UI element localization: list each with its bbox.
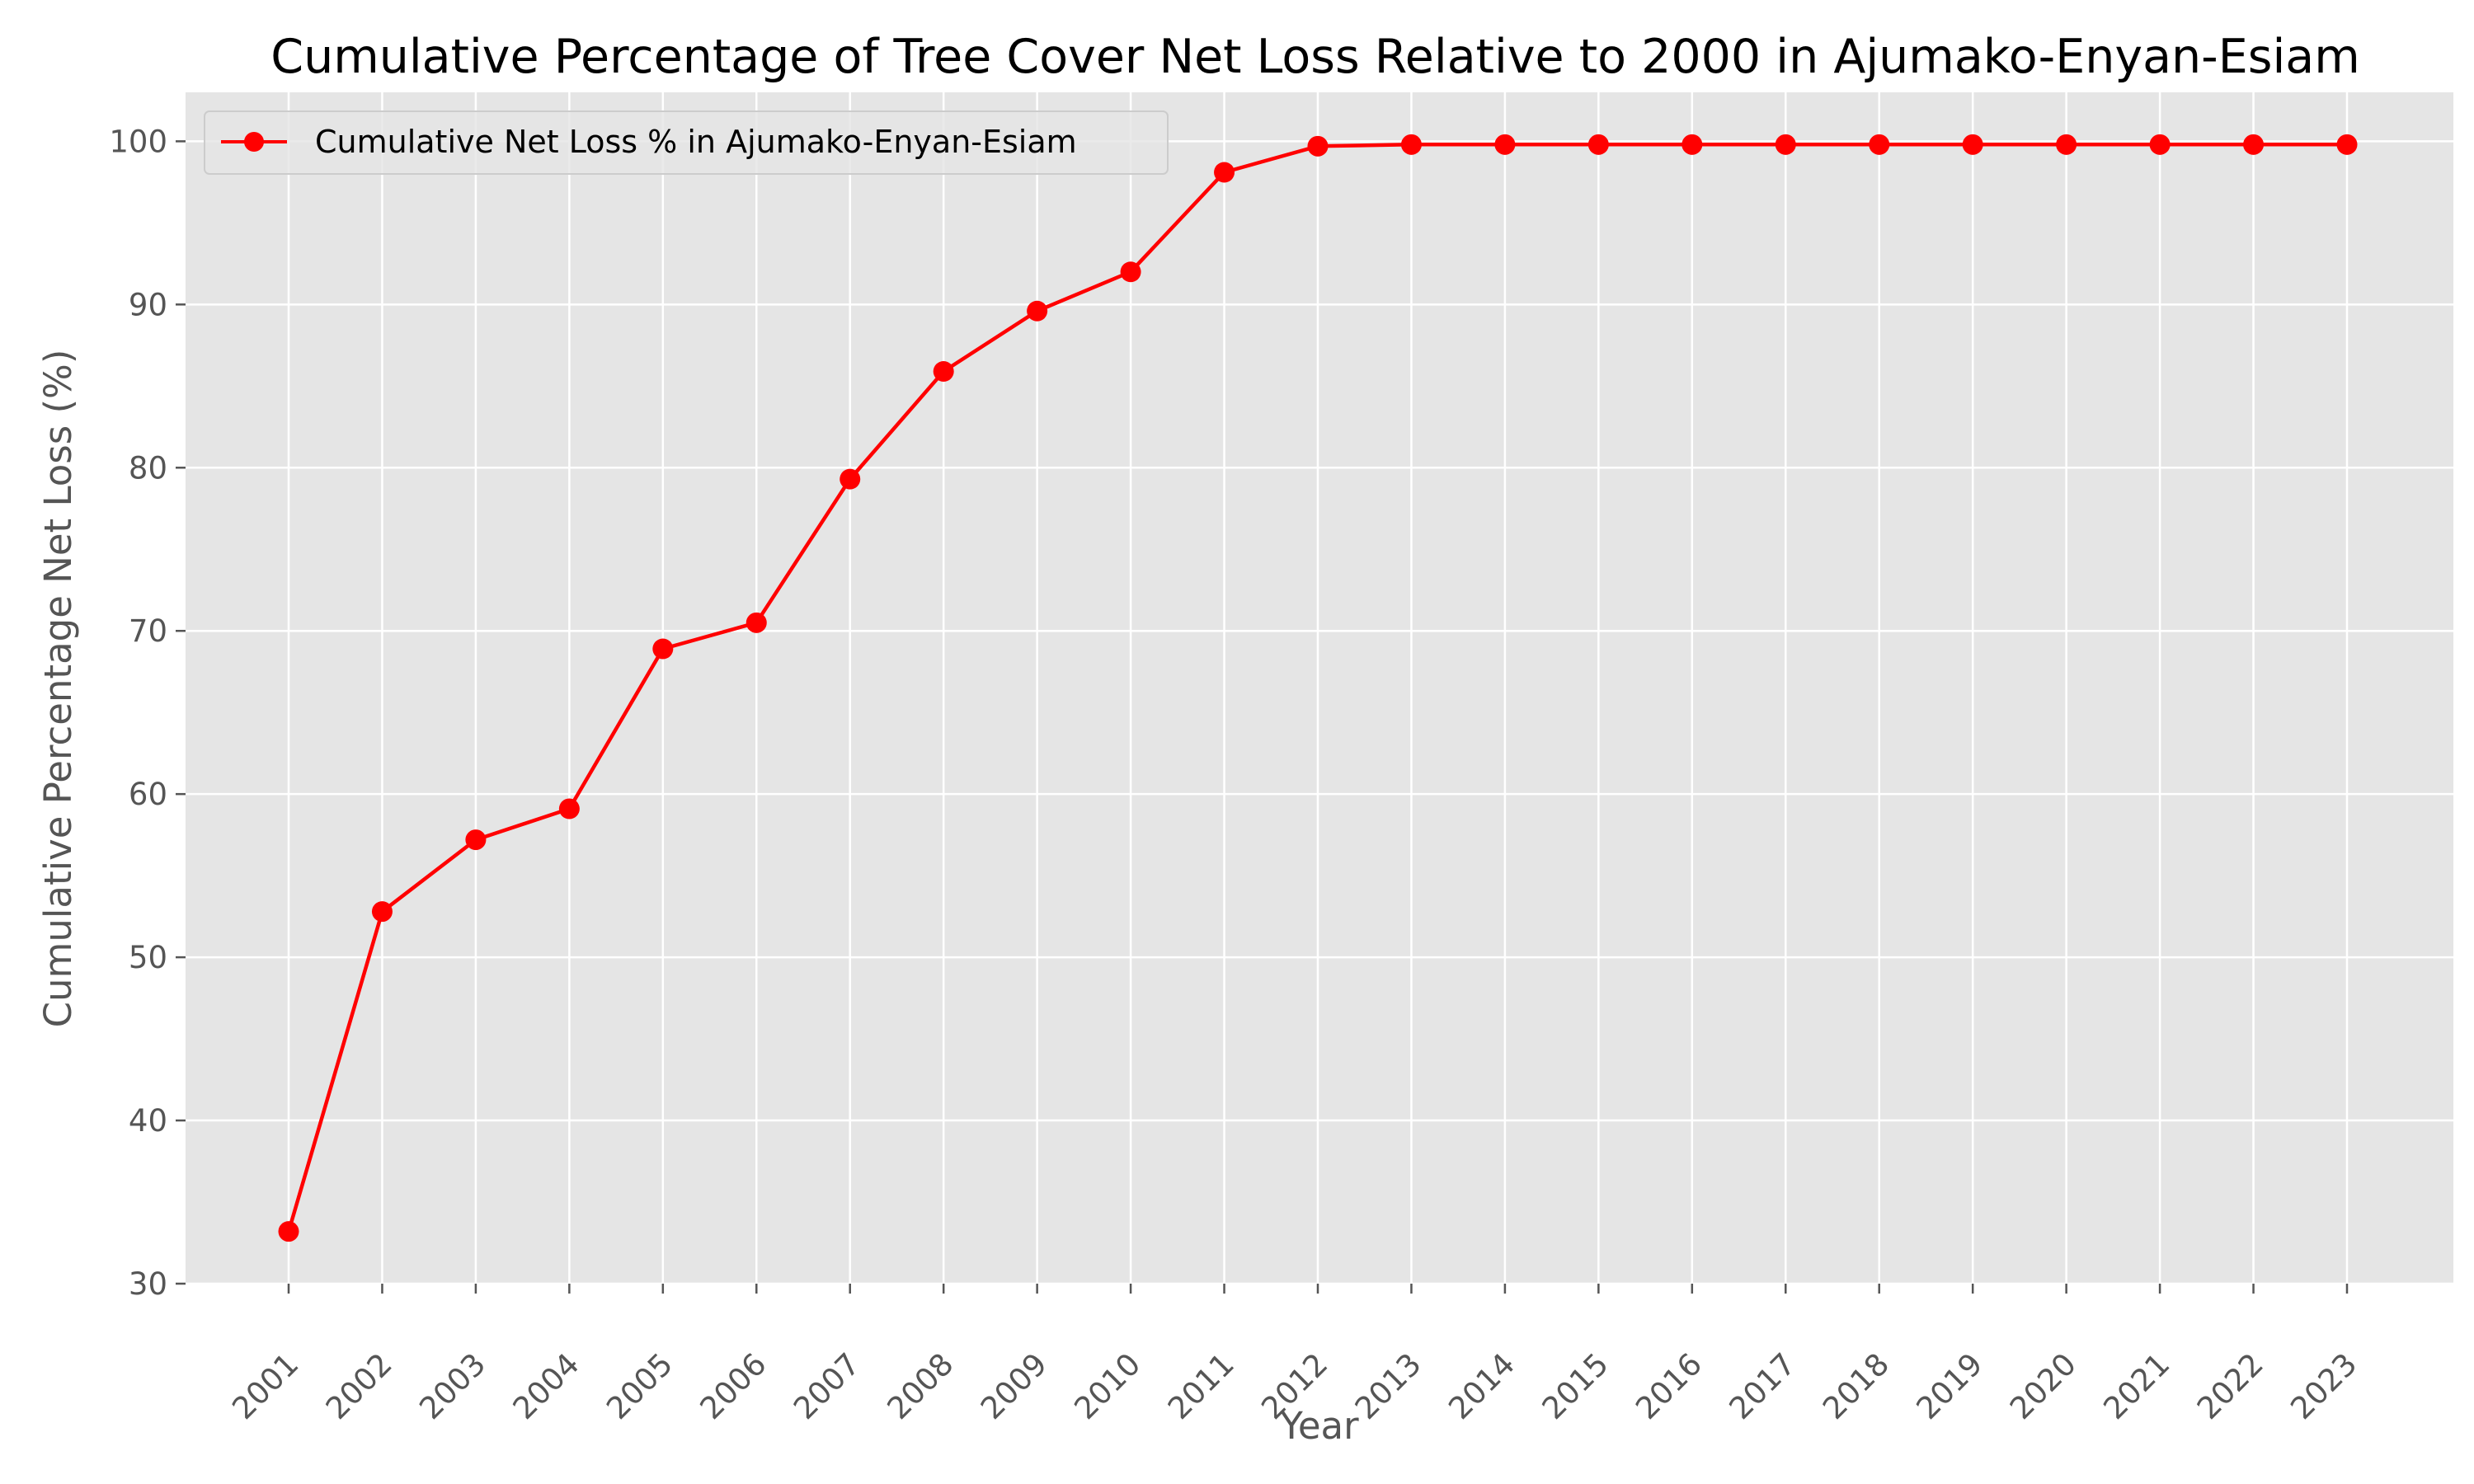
y-tick-label: 40 xyxy=(129,1103,167,1139)
legend: Cumulative Net Loss % in Ajumako-Enyan-E… xyxy=(204,110,1169,175)
x-gridlines xyxy=(287,92,2349,1284)
data-point xyxy=(2056,134,2077,155)
data-point xyxy=(1869,134,1890,155)
legend-marker-swatch xyxy=(244,132,264,152)
y-tick-label: 90 xyxy=(129,287,167,322)
data-point xyxy=(2243,134,2265,155)
legend-box xyxy=(204,110,1169,175)
y-tick-label: 70 xyxy=(129,613,167,649)
data-point xyxy=(1120,261,1141,283)
data-point xyxy=(1027,300,1048,322)
data-point xyxy=(465,829,487,851)
x-axis-label: Year xyxy=(1279,1404,1359,1448)
data-point xyxy=(2149,134,2171,155)
data-point xyxy=(2336,134,2358,155)
legend-entry-label: Cumulative Net Loss % in Ajumako-Enyan-E… xyxy=(315,124,1077,160)
data-point xyxy=(1681,134,1703,155)
y-tick-label: 50 xyxy=(129,940,167,975)
y-tick-label: 80 xyxy=(129,450,167,486)
series-layer xyxy=(278,134,2358,1242)
y-axis-ticks: 30 40 50 60 70 80 90 100 xyxy=(109,124,186,1302)
data-point xyxy=(1587,134,1609,155)
data-point xyxy=(1400,134,1422,155)
data-point xyxy=(278,1221,299,1242)
y-tick-label: 30 xyxy=(129,1266,167,1302)
data-point xyxy=(558,798,580,819)
y-axis-label: Cumulative Percentage Net Loss (%) xyxy=(36,350,80,1028)
data-point xyxy=(652,638,674,660)
data-point xyxy=(933,360,954,382)
y-tick-label: 60 xyxy=(129,777,167,812)
data-point xyxy=(371,901,393,923)
data-point xyxy=(1214,162,1235,183)
data-point xyxy=(1494,134,1516,155)
plot-area xyxy=(186,92,2453,1284)
data-point xyxy=(745,612,767,633)
data-point xyxy=(1962,134,1983,155)
data-point xyxy=(840,468,861,490)
chart-title: Cumulative Percentage of Tree Cover Net … xyxy=(270,30,2359,84)
data-point xyxy=(1307,135,1329,157)
y-tick-label: 100 xyxy=(109,124,167,159)
data-point xyxy=(1775,134,1796,155)
